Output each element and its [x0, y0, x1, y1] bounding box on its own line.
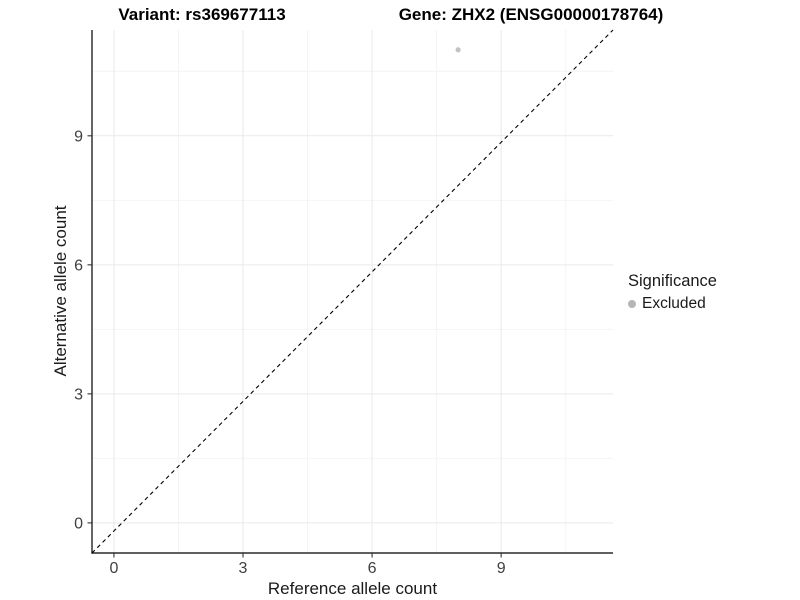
y-axis-title: Alternative allele count: [51, 205, 70, 377]
variant-title: Variant: rs369677113: [118, 5, 286, 24]
y-tick-label: 0: [74, 515, 83, 532]
y-tick-label: 9: [74, 128, 83, 145]
x-tick-label: 3: [239, 560, 248, 577]
legend-entry: Excluded: [628, 295, 717, 313]
legend-entries: Excluded: [628, 295, 717, 313]
legend-key-dot-icon: [628, 300, 636, 308]
x-tick-label: 6: [368, 560, 377, 577]
y-tick-label: 6: [74, 257, 83, 274]
data-point: [455, 47, 461, 53]
legend: Significance Excluded: [628, 272, 717, 313]
gene-title: Gene: ZHX2 (ENSG00000178764): [398, 5, 664, 24]
legend-title: Significance: [628, 272, 717, 290]
y-tick-label: 3: [74, 386, 83, 403]
identity-dashed-line: [91, 29, 614, 554]
legend-entry-label: Excluded: [642, 295, 706, 312]
x-tick-label: 9: [497, 560, 506, 577]
x-axis-title: Reference allele count: [267, 579, 438, 598]
x-tick-label: 0: [109, 560, 118, 577]
